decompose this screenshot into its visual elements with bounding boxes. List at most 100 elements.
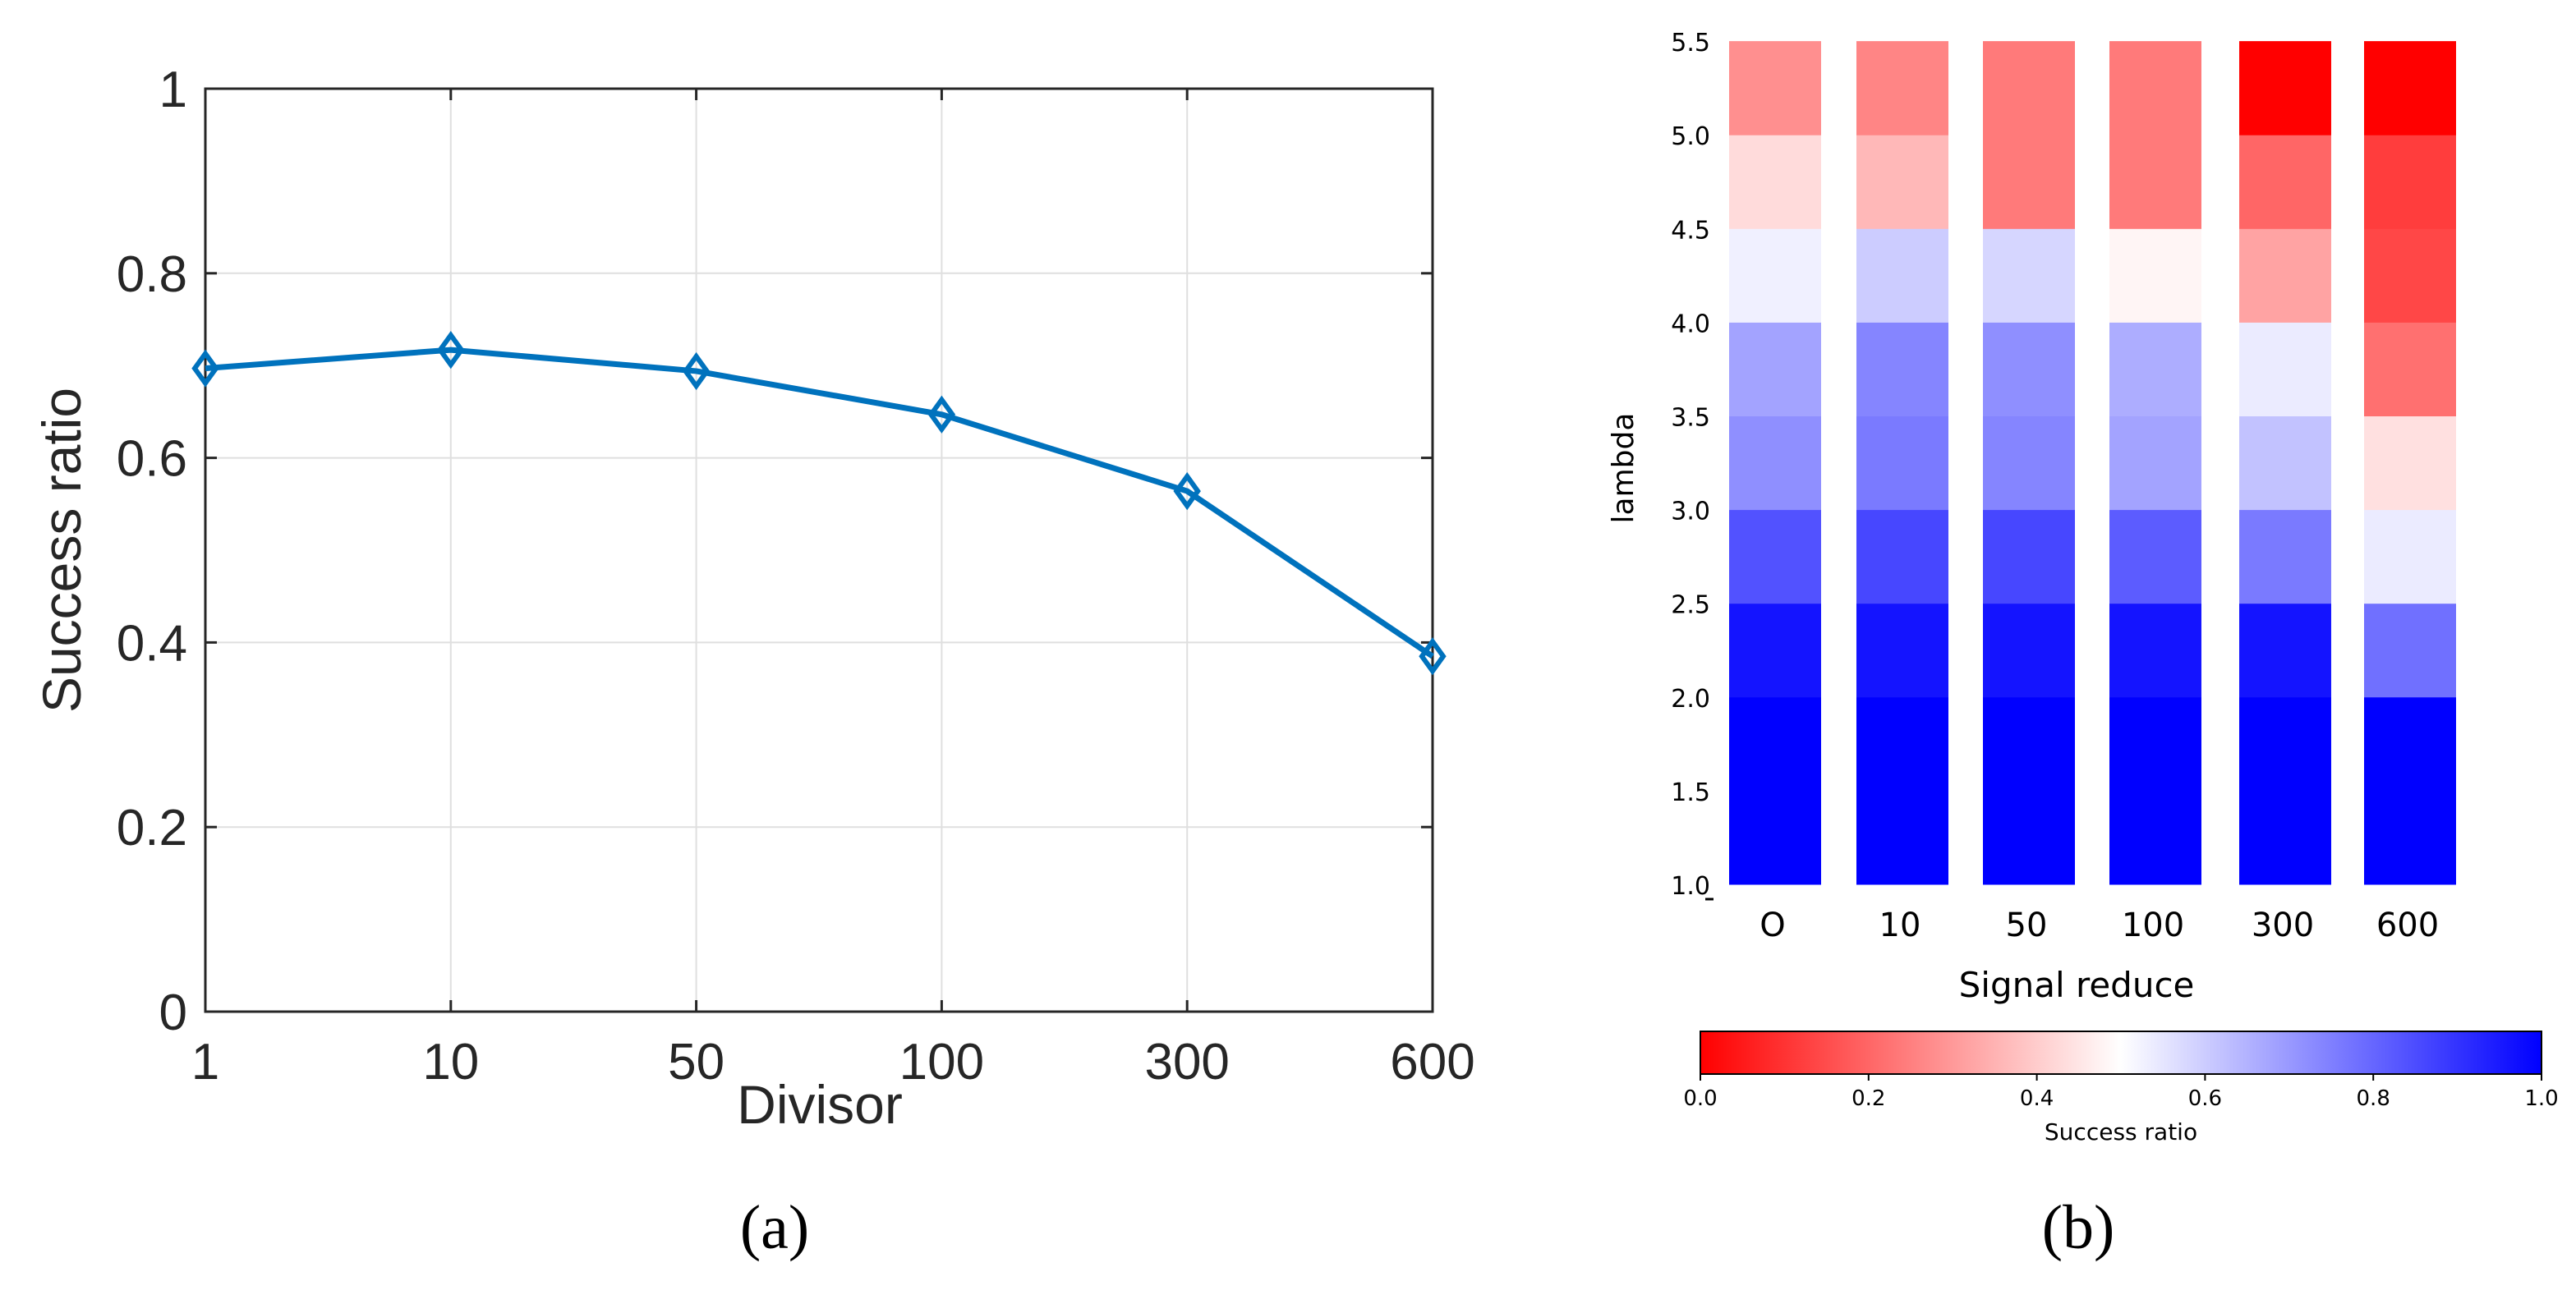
- x-tick-label: 10: [422, 1034, 479, 1090]
- heatmap-cell: [1729, 509, 1821, 604]
- heatmap-cell: [2109, 415, 2201, 511]
- y-tick-label: 2.0: [1671, 685, 1710, 714]
- colorbar-label: Success ratio: [2045, 1118, 2197, 1145]
- heatmap-cell: [2109, 696, 2201, 885]
- heatmap-cell: [2364, 696, 2456, 885]
- heatmap-cell: [2239, 228, 2331, 323]
- heatmap-cell: [1729, 41, 1821, 135]
- y-tick-label: 0.6: [117, 431, 187, 488]
- x-tick-label: 1: [191, 1034, 219, 1090]
- heatmap-cell: [1856, 696, 1948, 885]
- heatmap-cell: [1856, 135, 1948, 229]
- heatmap-cell: [2239, 603, 2331, 698]
- heatmap-cell: [1856, 415, 1948, 511]
- y-tick-labels: 1.0 1.5 2.0 2.5 3.0 3.5 4.0 4.5 5.0 5.5: [1671, 29, 1710, 901]
- heatmap-cell: [1729, 696, 1821, 885]
- line-chart-panel: 0 0.2 0.4 0.6 0.8 1 1 10 50 100 300 600 Divisor Su…: [31, 62, 1475, 1262]
- heatmap-cell: [1983, 322, 2075, 416]
- data-point-marker: [927, 395, 956, 434]
- heatmap-cell: [1983, 603, 2075, 698]
- x-tick-label: 300: [1144, 1034, 1229, 1090]
- grid-lines: [205, 89, 1433, 1012]
- heatmap-cell: [2239, 41, 2331, 135]
- colorbar-tick-label: 0.6: [2188, 1086, 2222, 1111]
- heatmap-cell: [2109, 509, 2201, 604]
- heatmap-cell: [1729, 415, 1821, 511]
- heatmap-cell: [2109, 228, 2201, 323]
- y-tick-labels: 0 0.2 0.4 0.6 0.8 1: [117, 62, 187, 1041]
- x-tick-label: 100: [899, 1034, 984, 1090]
- x-tick-labels: 1 10 50 100 300 600: [191, 1034, 1475, 1090]
- heatmap-cell: [2364, 322, 2456, 416]
- heatmap-cell: [1856, 228, 1948, 323]
- heatmap-cell: [2239, 509, 2331, 604]
- x-tick-label: 300: [2252, 907, 2314, 944]
- colorbar-tick-label: 0.8: [2357, 1086, 2390, 1111]
- heatmap-cell: [1729, 322, 1821, 416]
- series-line: [205, 347, 1434, 659]
- heatmap-cell: [2364, 228, 2456, 323]
- y-tick-label: 4.5: [1671, 216, 1710, 245]
- heatmap-cell: [1983, 41, 2075, 135]
- heatmap-cell: [1983, 415, 2075, 511]
- heatmap-panel: 1.0 1.5 2.0 2.5 3.0 3.5 4.0 4.5 5.0 5.5 O 10 50 100 3…: [1607, 29, 2559, 1262]
- y-axis-label: Success ratio: [31, 388, 92, 713]
- y-tick-label: 0: [159, 985, 187, 1041]
- y-tick-label: 0.8: [117, 246, 187, 303]
- x-tick-label: 50: [2006, 907, 2048, 944]
- heatmap-cell: [1729, 135, 1821, 229]
- x-axis-label: Divisor: [737, 1074, 903, 1135]
- heatmap-cell: [2109, 322, 2201, 416]
- x-tick-label: 10: [1879, 907, 1921, 944]
- data-point-marker: [191, 349, 219, 388]
- data-point-marker: [437, 330, 465, 370]
- plot-frame: [204, 87, 1434, 1013]
- data-point-marker: [1173, 471, 1201, 511]
- y-axis-label: lambda: [1607, 413, 1640, 524]
- x-axis-label: Signal reduce: [1959, 965, 2195, 1005]
- heatmap-cell: [2364, 603, 2456, 698]
- heatmap-cell: [2364, 415, 2456, 511]
- heatmap-cell: [2364, 509, 2456, 604]
- y-tick-label: 1: [159, 62, 187, 118]
- y-tick-label: 4.0: [1671, 310, 1710, 338]
- panel-caption-a: (a): [740, 1193, 809, 1262]
- x-tick-labels: O 10 50 100 300 600: [1760, 907, 2439, 944]
- y-tick-label: 3.5: [1671, 404, 1710, 433]
- x-tick-label: 600: [1390, 1034, 1474, 1090]
- heatmap-cell: [1856, 509, 1948, 604]
- axis-ticks: [204, 87, 1434, 1013]
- heatmap-cell: [1856, 322, 1948, 416]
- colorbar: [1700, 1031, 2542, 1075]
- y-tick-label: 2.5: [1671, 591, 1710, 620]
- heatmap-cells: [1729, 41, 2456, 885]
- y-tick-label: 3.0: [1671, 498, 1710, 526]
- y-tick-label: 5.5: [1671, 29, 1710, 57]
- colorbar-tick-label: 1.0: [2524, 1086, 2558, 1111]
- panel-caption-b: (b): [2042, 1193, 2115, 1262]
- data-point-marker: [1419, 637, 1447, 676]
- heatmap-cell: [1983, 509, 2075, 604]
- heatmap-cell: [2239, 135, 2331, 229]
- y-tick-label: 1.0: [1671, 872, 1710, 901]
- x-tick-label: 50: [668, 1034, 724, 1090]
- heatmap-cell: [1856, 41, 1948, 135]
- colorbar-ticks: 0.0 0.2 0.4 0.6 0.8 1.0: [1683, 1074, 2559, 1111]
- heatmap-cell: [2239, 415, 2331, 511]
- x-tick-label: 600: [2376, 907, 2439, 944]
- heatmap-cell: [1983, 228, 2075, 323]
- y-tick-label: 0.4: [117, 615, 187, 672]
- heatmap-cell: [2239, 322, 2331, 416]
- y-tick-label: 5.0: [1671, 122, 1710, 151]
- heatmap-cell: [2109, 41, 2201, 135]
- colorbar-tick-label: 0.0: [1683, 1086, 1717, 1111]
- heatmap-cell: [1729, 228, 1821, 323]
- colorbar-tick-label: 0.4: [2020, 1086, 2054, 1111]
- heatmap-cell: [2364, 41, 2456, 135]
- heatmap-cell: [2364, 135, 2456, 229]
- y-tick-label: 0.2: [117, 800, 187, 856]
- x-tick-label: 100: [2122, 907, 2184, 944]
- colorbar-tick-label: 0.2: [1852, 1086, 1885, 1111]
- heatmap-cell: [2109, 135, 2201, 229]
